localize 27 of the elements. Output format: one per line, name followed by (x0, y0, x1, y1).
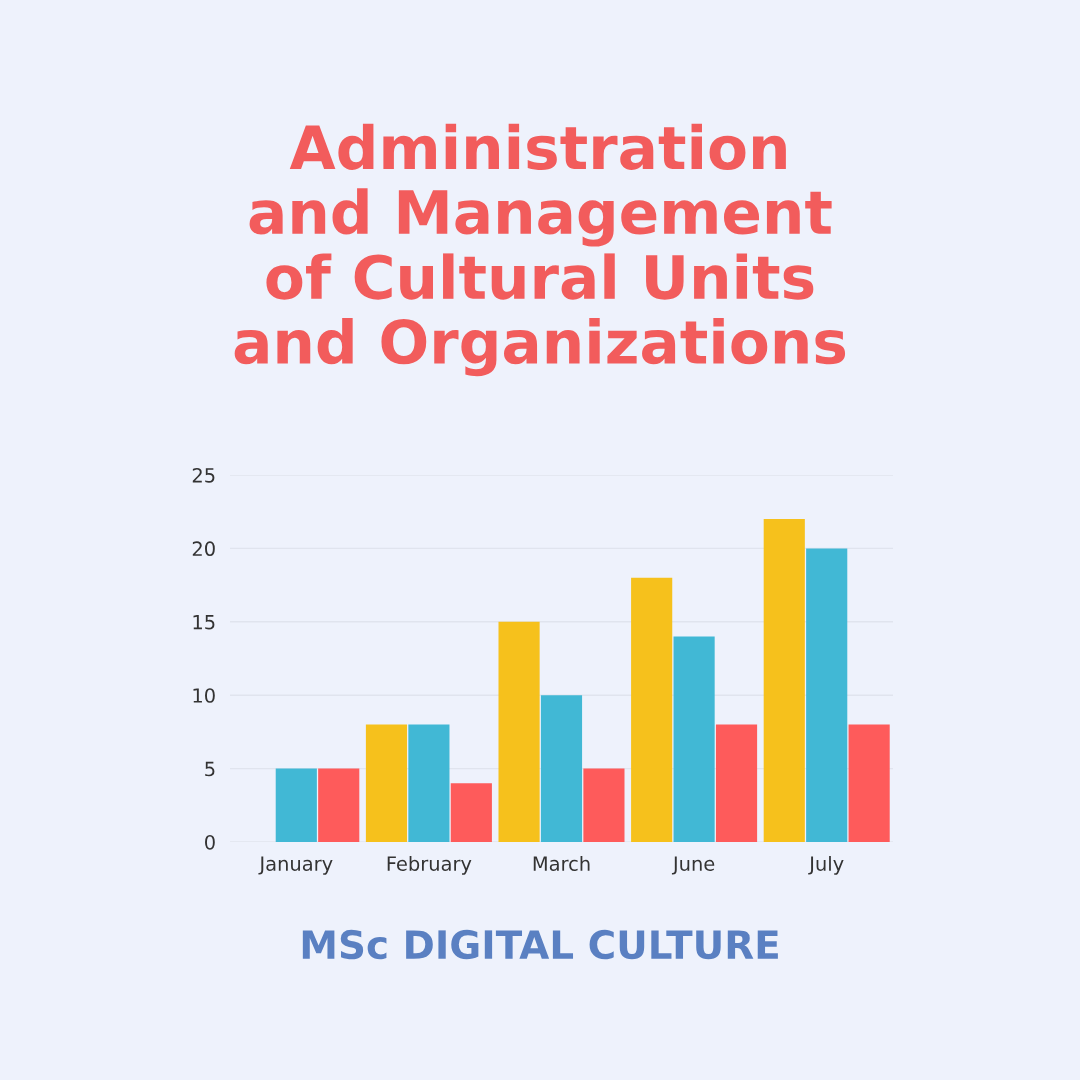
bar (498, 621, 540, 842)
bar (540, 695, 583, 842)
bar (365, 724, 408, 842)
x-tick-label: March (533, 855, 590, 871)
x-tick-label: July (808, 855, 844, 875)
chart-title: Administration and Management of Cultural Units and Organizations (234, 123, 846, 377)
y-tick-label: 15 (193, 615, 215, 630)
bar (806, 548, 848, 842)
x-tick-label: February (387, 855, 472, 875)
bar (673, 636, 715, 842)
y-tick-label: 20 (192, 541, 215, 557)
bar (715, 724, 758, 842)
bar (763, 519, 805, 842)
bar (631, 577, 673, 842)
y-tick-label: 25 (192, 467, 215, 483)
bar (450, 783, 492, 842)
bar (275, 768, 317, 842)
y-tick-label: 0 (205, 834, 215, 850)
x-tick-label: January (258, 856, 333, 875)
x-tick-label: June (671, 856, 715, 875)
bar (408, 724, 450, 842)
bar (848, 724, 890, 842)
bar (583, 768, 625, 842)
bar (318, 768, 360, 842)
text: MSc DIGITAL CULTURE (302, 929, 778, 960)
y-tick-label: 5 (205, 761, 215, 777)
y-tick-label: 10 (193, 688, 215, 703)
